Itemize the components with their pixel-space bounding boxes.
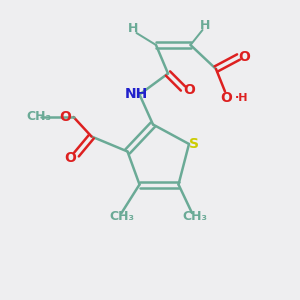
- Text: O: O: [64, 151, 76, 164]
- Text: S: S: [188, 137, 199, 151]
- Text: O: O: [238, 50, 250, 64]
- Text: H: H: [128, 22, 139, 35]
- Text: O: O: [183, 83, 195, 97]
- Text: H: H: [200, 19, 211, 32]
- Text: CH₃: CH₃: [182, 209, 208, 223]
- Text: O: O: [220, 91, 232, 104]
- Text: NH: NH: [124, 88, 148, 101]
- Text: CH₃: CH₃: [109, 209, 134, 223]
- Text: O: O: [59, 110, 71, 124]
- Text: ·H: ·H: [235, 93, 248, 103]
- Text: CH₃: CH₃: [26, 110, 52, 124]
